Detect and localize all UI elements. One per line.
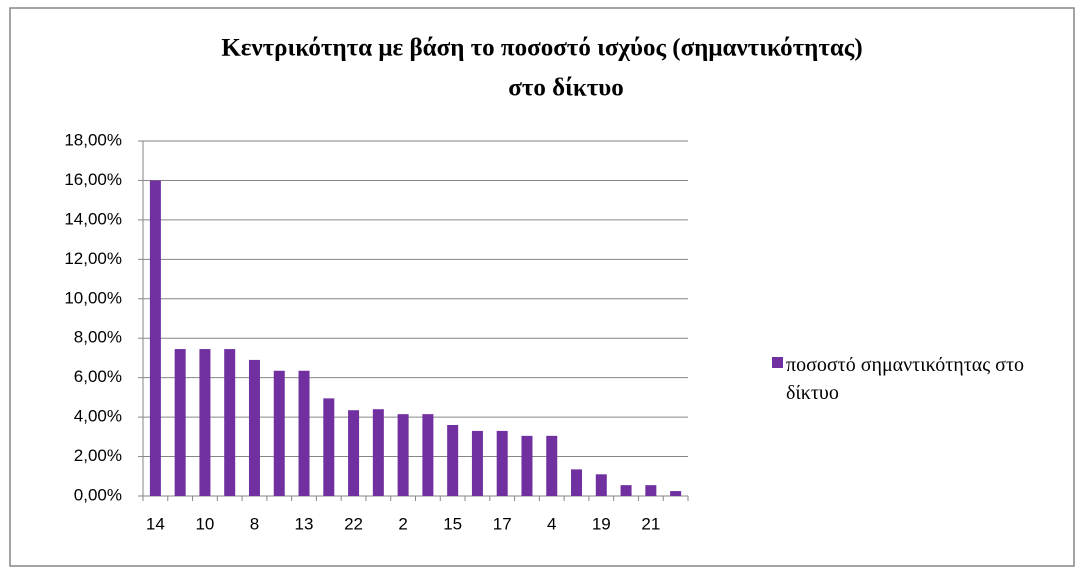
y-tick-label: 16,00% [64, 170, 122, 189]
y-tick-label: 2,00% [74, 446, 122, 465]
bar [248, 359, 260, 496]
y-tick-label: 12,00% [64, 249, 122, 268]
bar [670, 491, 682, 496]
x-tick-label: 4 [547, 514, 556, 533]
chart-border [9, 7, 1075, 567]
bar [397, 414, 409, 496]
y-tick-label: 0,00% [74, 485, 122, 504]
x-tick-label: 21 [641, 514, 660, 533]
legend-label: ποσοστό σημαντικότητας στο δίκτυο [786, 354, 1024, 404]
x-tick-label: 13 [295, 514, 314, 533]
chart-title: στο δίκτυο [508, 75, 623, 102]
bar [546, 435, 558, 496]
bar [521, 435, 533, 496]
chart-title: Κεντρικότητα με βάση το ποσοστό ισχύος (… [221, 35, 862, 62]
bar [273, 370, 285, 496]
bar [645, 485, 657, 496]
bar [372, 409, 384, 496]
bar [174, 349, 186, 496]
bar [595, 474, 607, 496]
bar [323, 398, 335, 496]
bar [298, 370, 310, 496]
x-tick-label: 15 [443, 514, 462, 533]
y-tick-label: 4,00% [74, 407, 122, 426]
bar [471, 430, 483, 496]
legend-swatch [772, 357, 783, 368]
y-tick-label: 10,00% [64, 288, 122, 307]
x-tick-label: 10 [195, 514, 214, 533]
x-tick-label: 22 [344, 514, 363, 533]
y-tick-label: 8,00% [74, 328, 122, 347]
bar [348, 410, 360, 496]
bar [422, 414, 434, 496]
bar [620, 485, 632, 496]
bar [496, 430, 508, 496]
x-tick-label: 2 [398, 514, 407, 533]
y-tick-label: 14,00% [64, 209, 122, 228]
x-tick-label: 8 [250, 514, 259, 533]
x-tick-label: 14 [146, 514, 165, 533]
bar [149, 180, 161, 496]
x-tick-label: 17 [493, 514, 512, 533]
y-tick-label: 18,00% [64, 130, 122, 149]
bar [199, 349, 211, 496]
x-tick-label: 19 [592, 514, 611, 533]
y-tick-label: 6,00% [74, 367, 122, 386]
bar [447, 425, 459, 496]
bar [571, 469, 583, 496]
bar [224, 349, 236, 496]
